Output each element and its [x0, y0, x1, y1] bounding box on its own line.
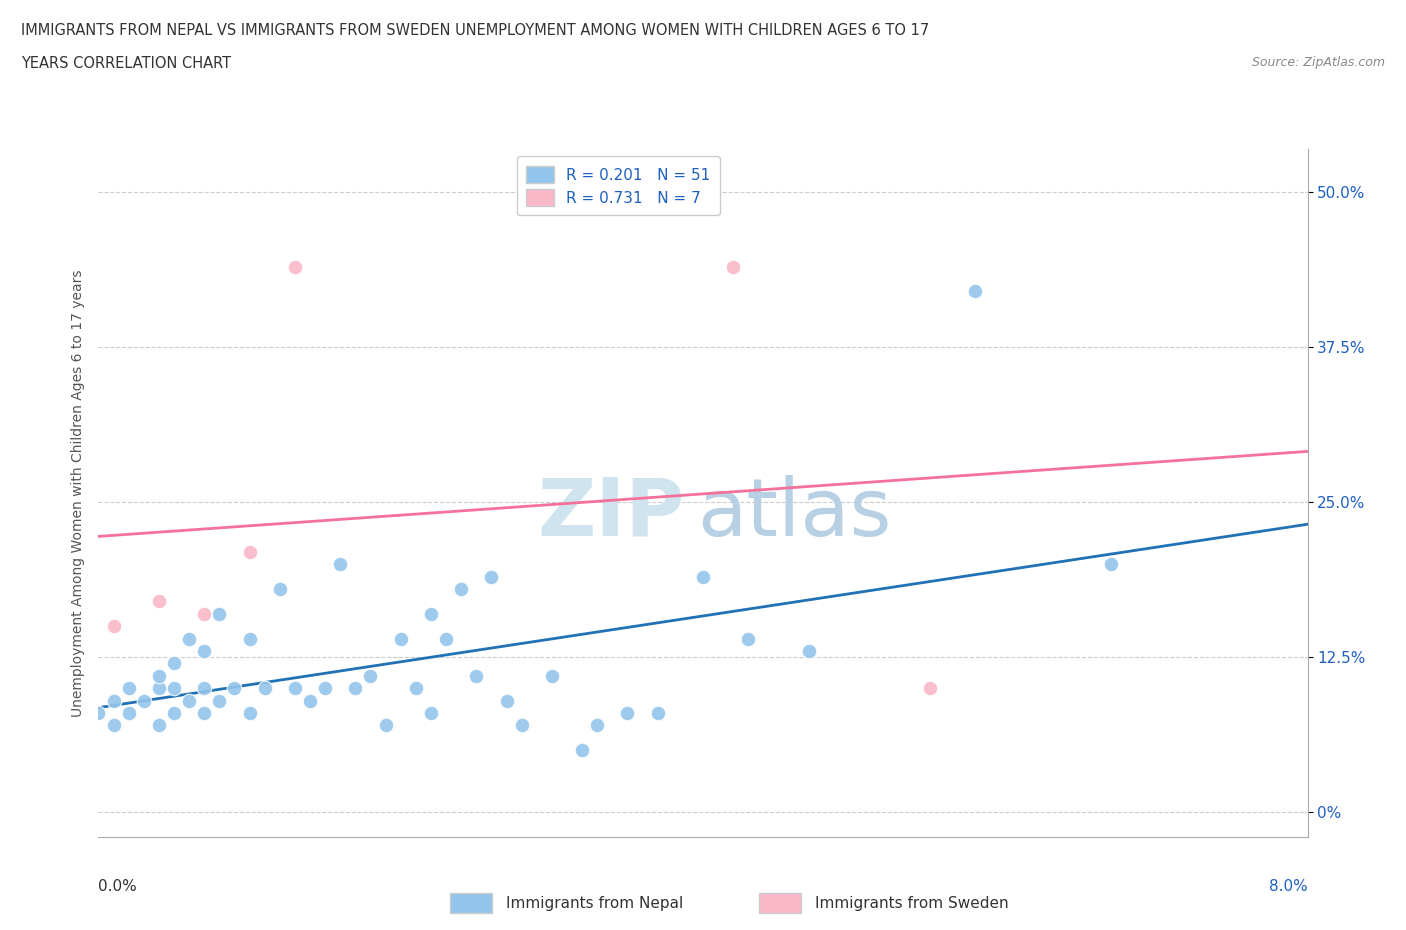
- Point: [284, 259, 307, 274]
- Point: [420, 706, 443, 721]
- Point: [239, 631, 262, 646]
- Point: [299, 693, 322, 708]
- Text: YEARS CORRELATION CHART: YEARS CORRELATION CHART: [21, 56, 231, 71]
- Point: [148, 718, 170, 733]
- Point: [918, 681, 941, 696]
- Point: [329, 557, 352, 572]
- Point: [360, 669, 382, 684]
- Point: [118, 706, 141, 721]
- Point: [103, 618, 125, 633]
- Point: [224, 681, 246, 696]
- Point: [193, 644, 215, 658]
- Point: [148, 594, 170, 609]
- Point: [420, 606, 443, 621]
- Point: [239, 706, 262, 721]
- Point: [284, 681, 307, 696]
- Point: [87, 706, 110, 721]
- Point: [450, 581, 472, 596]
- Point: [692, 569, 714, 584]
- Point: [193, 681, 215, 696]
- Point: [540, 669, 562, 684]
- Point: [389, 631, 412, 646]
- Point: [253, 681, 276, 696]
- Text: atlas: atlas: [697, 474, 891, 552]
- Point: [269, 581, 291, 596]
- Point: [616, 706, 638, 721]
- Legend: R = 0.201   N = 51, R = 0.731   N = 7: R = 0.201 N = 51, R = 0.731 N = 7: [517, 156, 720, 216]
- Point: [132, 693, 155, 708]
- Point: [118, 681, 141, 696]
- Point: [193, 706, 215, 721]
- Point: [481, 569, 503, 584]
- Text: ZIP: ZIP: [537, 474, 685, 552]
- Point: [239, 544, 262, 559]
- Point: [374, 718, 396, 733]
- Point: [797, 644, 820, 658]
- Point: [510, 718, 533, 733]
- Text: Immigrants from Nepal: Immigrants from Nepal: [506, 896, 683, 910]
- Point: [163, 656, 186, 671]
- Text: Source: ZipAtlas.com: Source: ZipAtlas.com: [1251, 56, 1385, 69]
- Point: [737, 631, 759, 646]
- Point: [571, 743, 593, 758]
- Text: 0.0%: 0.0%: [98, 879, 138, 894]
- Y-axis label: Unemployment Among Women with Children Ages 6 to 17 years: Unemployment Among Women with Children A…: [70, 269, 84, 717]
- Point: [148, 669, 170, 684]
- Point: [434, 631, 457, 646]
- Point: [647, 706, 669, 721]
- Point: [208, 606, 231, 621]
- Point: [148, 681, 170, 696]
- Point: [586, 718, 609, 733]
- Point: [495, 693, 517, 708]
- Point: [965, 284, 987, 299]
- Text: 8.0%: 8.0%: [1268, 879, 1308, 894]
- Text: IMMIGRANTS FROM NEPAL VS IMMIGRANTS FROM SWEDEN UNEMPLOYMENT AMONG WOMEN WITH CH: IMMIGRANTS FROM NEPAL VS IMMIGRANTS FROM…: [21, 23, 929, 38]
- Point: [163, 681, 186, 696]
- Point: [314, 681, 336, 696]
- Point: [465, 669, 488, 684]
- Point: [723, 259, 745, 274]
- Point: [103, 693, 125, 708]
- Point: [179, 631, 201, 646]
- Point: [1099, 557, 1122, 572]
- Point: [179, 693, 201, 708]
- Point: [344, 681, 367, 696]
- Point: [193, 606, 215, 621]
- Point: [163, 706, 186, 721]
- Point: [103, 718, 125, 733]
- Point: [208, 693, 231, 708]
- Point: [405, 681, 427, 696]
- Text: Immigrants from Sweden: Immigrants from Sweden: [815, 896, 1010, 910]
